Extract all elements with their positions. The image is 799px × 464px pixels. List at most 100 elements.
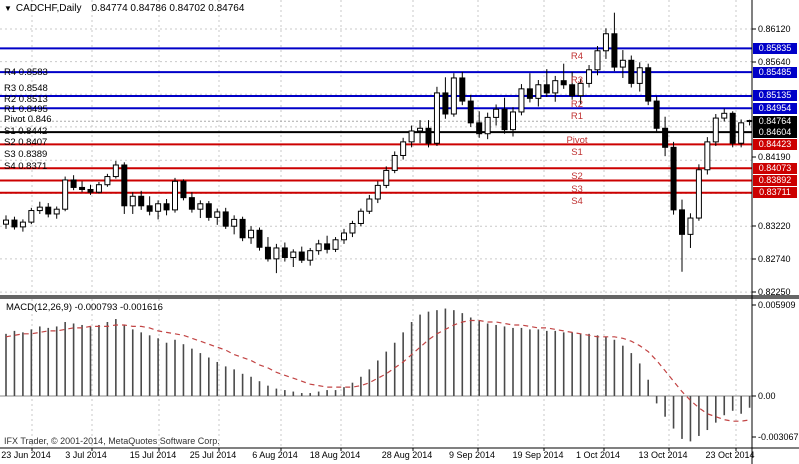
symbol-period-label: CADCHF,Daily xyxy=(15,3,82,14)
candle-bull xyxy=(400,141,407,156)
candle-bull xyxy=(36,206,43,212)
candle-bear xyxy=(645,67,652,102)
candle-bull xyxy=(248,229,255,239)
candle-bull xyxy=(28,210,35,223)
date-axis-label[interactable]: 3 Jul 2014 xyxy=(65,450,107,460)
price-badge-0.84954: 0.84954 xyxy=(753,103,797,114)
candle-bear xyxy=(569,84,576,97)
candle-bear xyxy=(324,243,331,250)
date-axis-label[interactable]: 15 Jul 2014 xyxy=(129,450,177,460)
candle-bull xyxy=(552,80,559,94)
candle-bull xyxy=(53,208,60,215)
level-legend-s1: S1 0.8442 xyxy=(4,126,48,137)
price-axis-label: 0.82740 xyxy=(758,254,791,264)
date-axis-label[interactable]: 23 Jun 2014 xyxy=(1,450,51,460)
level-name-label-pivot: Pivot xyxy=(566,135,588,147)
macd-indicator-label: MACD(12,26,9) -0.000793 -0.001616 xyxy=(6,302,163,313)
candle-bull xyxy=(493,108,500,118)
candle-bull xyxy=(619,59,626,68)
level-legend-s3: S3 0.8389 xyxy=(4,149,48,160)
candle-bull xyxy=(366,198,373,212)
date-axis-label[interactable]: 23 Oct 2014 xyxy=(705,450,755,460)
level-legend-r1: R1 0.8495 xyxy=(4,104,48,115)
price-badge-0.84764: 0.84764 xyxy=(753,116,797,127)
level-name-label-s3: S3 xyxy=(571,183,583,195)
candle-bull xyxy=(273,247,280,260)
candle-bear xyxy=(298,251,305,261)
candle-bull xyxy=(112,164,119,178)
candle-bull xyxy=(62,179,69,210)
level-name-label-r2: R2 xyxy=(570,98,584,110)
pane-separator[interactable] xyxy=(0,295,799,299)
candle-bear xyxy=(662,127,669,148)
candle-bull xyxy=(704,141,711,171)
candle-bear xyxy=(281,247,288,258)
level-name-label-s4: S4 xyxy=(571,195,583,207)
candle-bull xyxy=(349,222,356,234)
candle-bear xyxy=(180,180,187,199)
price-badge-0.84604: 0.84604 xyxy=(753,127,797,138)
candle-bull xyxy=(214,211,221,218)
candle-bull xyxy=(391,154,398,171)
candle-bear xyxy=(121,164,128,207)
candle-bear xyxy=(746,120,753,123)
candle-bull xyxy=(433,92,440,144)
chart-info-line: ▼ CADCHF,Daily 0.84774 0.84786 0.84702 0.8… xyxy=(4,3,244,14)
candle-bear xyxy=(467,100,474,124)
candle-bull xyxy=(231,218,238,227)
candle-bull xyxy=(586,69,593,84)
candle-bear xyxy=(476,122,483,135)
candle-bear xyxy=(222,211,229,227)
candle-bull xyxy=(3,219,9,225)
copyright-label: IFX Trader, © 2001-2014, MetaQuotes Soft… xyxy=(4,436,220,446)
candle-bull xyxy=(594,50,601,71)
candle-bear xyxy=(670,146,677,211)
candle-bear xyxy=(628,59,635,84)
candle-bear xyxy=(188,197,195,210)
candle-bull xyxy=(290,251,297,258)
candle-bear xyxy=(560,80,567,86)
date-axis-label[interactable]: 13 Oct 2014 xyxy=(638,450,688,460)
candle-bull xyxy=(172,180,178,211)
candle-bull xyxy=(332,239,339,250)
candle-bull xyxy=(374,184,381,200)
macd-axis-label: 0.00 xyxy=(758,391,776,401)
candle-bull xyxy=(357,210,364,224)
date-axis-label[interactable]: 25 Jul 2014 xyxy=(189,450,237,460)
candle-bear xyxy=(70,179,77,188)
candle-bear xyxy=(163,203,170,211)
candle-bull xyxy=(712,117,719,143)
date-axis-label[interactable]: 19 Sep 2014 xyxy=(512,450,564,460)
date-axis-label[interactable]: 18 Aug 2014 xyxy=(309,450,361,460)
date-axis-label[interactable]: 9 Sep 2014 xyxy=(448,450,496,460)
candle-bull xyxy=(95,184,102,193)
candle-bull xyxy=(341,232,347,241)
date-axis-label[interactable]: 6 Aug 2014 xyxy=(252,450,298,460)
candle-bull xyxy=(155,203,162,212)
level-legend-r2: R2 0.8513 xyxy=(4,94,48,105)
price-badge-0.83711: 0.83711 xyxy=(753,187,797,198)
candle-bull xyxy=(695,169,702,219)
candle-bull xyxy=(721,112,728,119)
candle-bull xyxy=(104,176,111,186)
candle-bull xyxy=(197,203,204,210)
level-legend-r3: R3 0.8548 xyxy=(4,83,48,94)
macd-axis-label: -0.003067 xyxy=(758,432,799,442)
candle-bull xyxy=(602,33,609,52)
price-axis-label: 0.83220 xyxy=(758,221,791,231)
date-axis-label[interactable]: 28 Aug 2014 xyxy=(381,450,433,460)
date-axis-label[interactable]: 1 Oct 2014 xyxy=(575,450,621,460)
price-badge-0.84073: 0.84073 xyxy=(753,163,797,174)
candle-bear xyxy=(138,195,145,207)
chart-marker-icon: ▼ xyxy=(4,4,12,13)
candle-bear xyxy=(45,206,52,215)
level-legend-s4: S4 0.8371 xyxy=(4,161,48,172)
candle-bear xyxy=(729,112,736,144)
candle-bull xyxy=(383,169,390,186)
candle-bull xyxy=(19,221,26,228)
candle-bear xyxy=(146,205,153,212)
price-axis-label: 0.86120 xyxy=(758,24,791,34)
price-axis-label: 0.85640 xyxy=(758,57,791,67)
price-badge-0.85135: 0.85135 xyxy=(753,90,797,101)
